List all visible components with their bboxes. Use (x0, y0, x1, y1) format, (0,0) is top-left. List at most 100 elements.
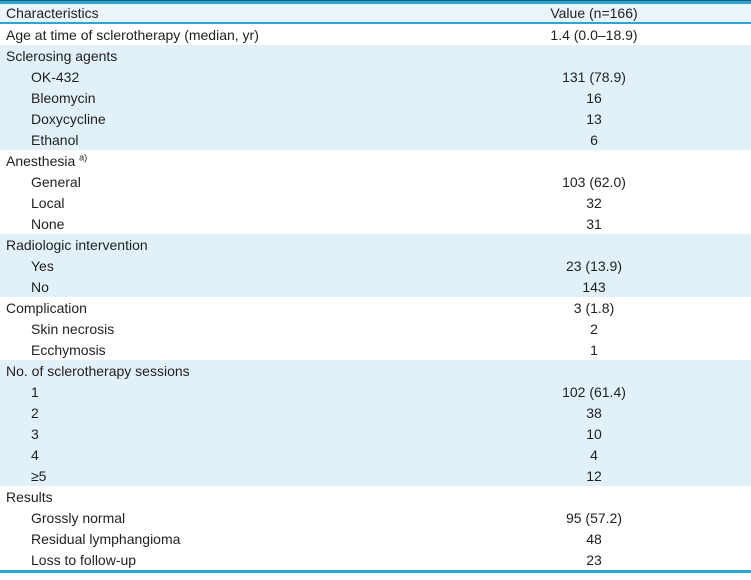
characteristic-label: No. of sclerotherapy sessions (6, 362, 190, 379)
table-row: Residual lymphangioma 48 (0, 528, 751, 549)
characteristic-cell: Local (0, 195, 437, 211)
value-cell: 3 (1.8) (573, 299, 615, 316)
characteristic-cell: Doxycycline (0, 111, 437, 127)
characteristic-cell: Complication (0, 300, 437, 316)
value-cell: 6 (590, 131, 598, 148)
characteristic-label: 4 (31, 446, 39, 463)
table-row: Ecchymosis 1 (0, 339, 751, 360)
characteristic-label: Loss to follow-up (31, 551, 137, 568)
characteristic-cell: Loss to follow-up (0, 552, 437, 568)
characteristic-cell: Radiologic intervention (0, 237, 437, 253)
table-row: Doxycycline 13 (0, 108, 751, 129)
characteristic-cell: OK-432 (0, 69, 437, 85)
column-header-value: Value (n=166) (550, 5, 638, 21)
table-row: ≥5 12 (0, 465, 751, 486)
column-header-characteristics: Characteristics (6, 5, 99, 21)
characteristic-label: 2 (31, 404, 39, 421)
table-row: Age at time of sclerotherapy (median, yr… (0, 24, 751, 45)
characteristic-cell: Sclerosing agents (0, 48, 437, 64)
table-row: Skin necrosis 2 (0, 318, 751, 339)
table-row: OK-432 131 (78.9) (0, 66, 751, 87)
characteristic-cell: Anesthesia a) (0, 153, 437, 169)
characteristic-label: Results (6, 488, 53, 505)
value-cell: 31 (586, 215, 602, 232)
characteristic-cell: Yes (0, 258, 437, 274)
value-cell: 131 (78.9) (562, 68, 626, 85)
characteristic-cell: Residual lymphangioma (0, 531, 437, 547)
characteristic-label: 1 (31, 383, 39, 400)
characteristic-label: Grossly normal (31, 509, 126, 526)
value-cell: 12 (586, 467, 602, 484)
value-cell: 10 (586, 425, 602, 442)
table-row: 2 38 (0, 402, 751, 423)
characteristic-cell: 2 (0, 405, 437, 421)
characteristic-label: OK-432 (31, 68, 80, 85)
table-row: None 31 (0, 213, 751, 234)
table-bottom-rule (0, 570, 751, 573)
characteristic-label: Complication (6, 299, 87, 316)
characteristic-label: Doxycycline (31, 110, 106, 127)
characteristic-cell: Results (0, 489, 437, 505)
value-cell: 13 (586, 110, 602, 127)
table-row: 3 10 (0, 423, 751, 444)
characteristic-cell: None (0, 216, 437, 232)
table-row: Grossly normal 95 (57.2) (0, 507, 751, 528)
characteristic-label: None (31, 215, 65, 232)
value-cell: 23 (13.9) (565, 257, 623, 274)
characteristic-label: General (31, 173, 81, 190)
value-cell: 4 (590, 446, 598, 463)
characteristic-label: Sclerosing agents (6, 47, 118, 64)
value-cell: 2 (590, 320, 598, 337)
table-row: 4 4 (0, 444, 751, 465)
characteristic-label: 3 (31, 425, 39, 442)
value-cell: 23 (586, 551, 602, 568)
characteristic-label: Yes (31, 257, 54, 274)
characteristic-cell: ≥5 (0, 468, 437, 484)
characteristic-cell: 1 (0, 384, 437, 400)
table-top-rule (0, 0, 751, 4)
table-row: General 103 (62.0) (0, 171, 751, 192)
value-cell: 143 (582, 278, 606, 295)
characteristic-label: Age at time of sclerotherapy (median, yr… (6, 26, 259, 43)
characteristic-label: Ecchymosis (31, 341, 106, 358)
characteristic-label: Local (31, 194, 65, 211)
characteristic-label: Anesthesia (6, 152, 76, 169)
table-row: No 143 (0, 276, 751, 297)
value-cell: 102 (61.4) (562, 383, 626, 400)
characteristic-label: Skin necrosis (31, 320, 115, 337)
characteristic-cell: 4 (0, 447, 437, 463)
characteristic-cell: Bleomycin (0, 90, 437, 106)
table-body: Age at time of sclerotherapy (median, yr… (0, 24, 751, 570)
value-cell: 1.4 (0.0–18.9) (550, 26, 638, 43)
table-row: Sclerosing agents (0, 45, 751, 66)
value-cell: 95 (57.2) (565, 509, 623, 526)
table-row: Ethanol 6 (0, 129, 751, 150)
value-cell: 38 (586, 404, 602, 421)
characteristic-cell: No (0, 279, 437, 295)
characteristic-label: Residual lymphangioma (31, 530, 181, 547)
value-cell: 1 (590, 341, 598, 358)
value-cell: 103 (62.0) (562, 173, 626, 190)
characteristic-cell: Ecchymosis (0, 342, 437, 358)
characteristic-label: Bleomycin (31, 89, 96, 106)
footnote-marker: a) (79, 152, 88, 162)
characteristic-cell: No. of sclerotherapy sessions (0, 363, 437, 379)
characteristic-cell: Skin necrosis (0, 321, 437, 337)
characteristic-label: No (31, 278, 49, 295)
characteristic-label: Radiologic intervention (6, 236, 148, 253)
table-row: Loss to follow-up 23 (0, 549, 751, 570)
value-cell: 16 (586, 89, 602, 106)
characteristic-label: Ethanol (31, 131, 79, 148)
table-row: Results (0, 486, 751, 507)
characteristic-cell: Age at time of sclerotherapy (median, yr… (0, 27, 437, 43)
characteristic-cell: Ethanol (0, 132, 437, 148)
table-header-row: Characteristics Value (n=166) (0, 4, 751, 22)
table-row: Local 32 (0, 192, 751, 213)
table-row: 1 102 (61.4) (0, 381, 751, 402)
value-cell: 32 (586, 194, 602, 211)
table-row: Complication 3 (1.8) (0, 297, 751, 318)
characteristic-label: ≥5 (31, 467, 47, 484)
characteristic-cell: General (0, 174, 437, 190)
value-cell: 48 (586, 530, 602, 547)
